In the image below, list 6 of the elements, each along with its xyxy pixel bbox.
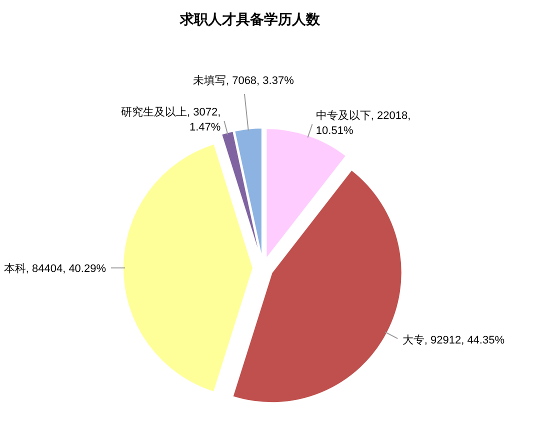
slice-label: 中专及以下, 22018, 10.51% bbox=[316, 108, 411, 137]
slice-label: 本科, 84404, 40.29% bbox=[4, 262, 106, 275]
chart-title: 求职人才具备学历人数 bbox=[179, 11, 321, 27]
slice-label: 研究生及以上, 3072, 1.47% bbox=[121, 106, 221, 134]
slice-label: 未填写, 7068, 3.37% bbox=[192, 74, 294, 88]
slice-label: 大专, 92912, 44.35% bbox=[402, 334, 505, 347]
